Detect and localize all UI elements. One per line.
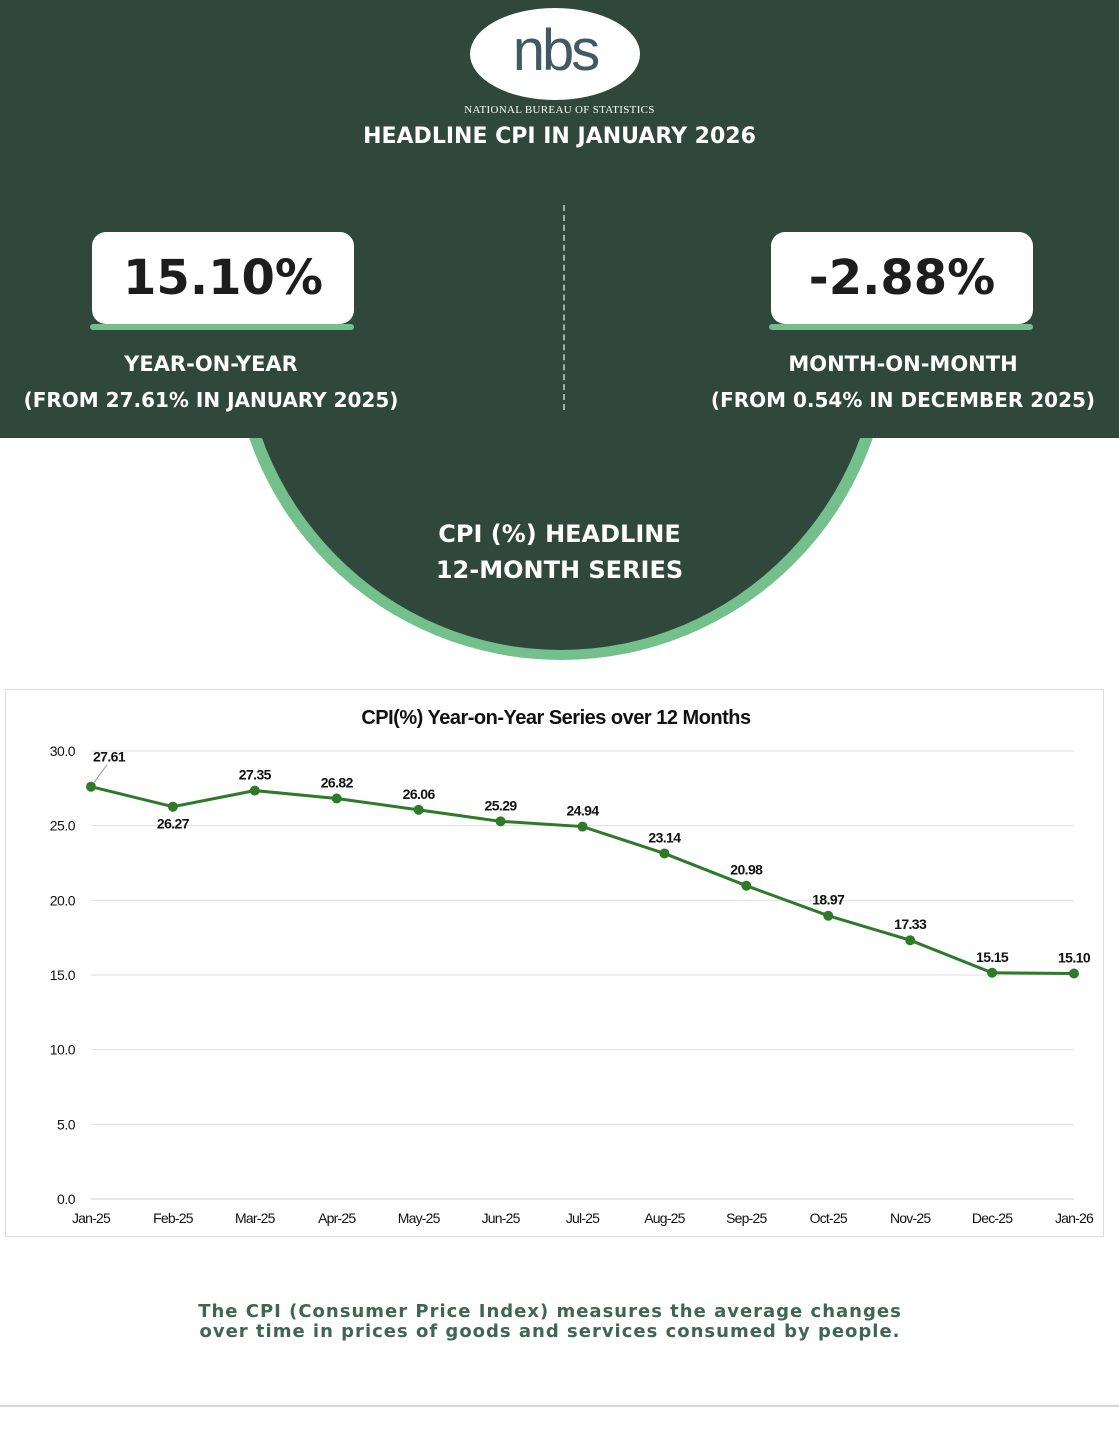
nbs-logo: nbs (470, 8, 640, 100)
yoy-value: 15.10% (123, 250, 323, 306)
x-tick-label: Jun-25 (482, 1210, 521, 1226)
chart-title: CPI(%) Year-on-Year Series over 12 Month… (361, 707, 751, 729)
data-label: 26.06 (403, 786, 436, 802)
y-tick-label: 30.0 (50, 743, 76, 759)
mom-underline (769, 324, 1033, 330)
x-tick-label: Oct-25 (810, 1210, 848, 1226)
data-point (1069, 968, 1079, 979)
y-tick-label: 25.0 (50, 818, 76, 834)
data-point (331, 793, 342, 804)
x-tick-label: Jan-25 (72, 1210, 111, 1226)
data-point (823, 910, 834, 921)
mom-value-box: -2.88% (771, 232, 1033, 324)
data-point (741, 880, 752, 891)
chart-card: CPI(%) Year-on-Year Series over 12 Month… (5, 689, 1104, 1237)
x-tick-label: Apr-25 (318, 1210, 356, 1226)
mom-value: -2.88% (808, 250, 996, 306)
yoy-label: YEAR-ON-YEAR (124, 352, 298, 376)
data-point (905, 935, 916, 946)
x-tick-label: Jan-26 (1055, 1210, 1094, 1226)
yoy-value-box: 15.10% (92, 232, 354, 324)
data-label: 23.14 (648, 829, 681, 845)
footnote-line2: over time in prices of goods and service… (199, 1321, 901, 1342)
mom-sub: (FROM 0.54% IN DECEMBER 2025) (710, 388, 1096, 412)
footnote-line1: The CPI (Consumer Price Index) measures … (198, 1301, 902, 1322)
cpi-line-chart: CPI(%) Year-on-Year Series over 12 Month… (50, 707, 1095, 1226)
data-point (659, 848, 670, 859)
x-tick-label: Feb-25 (153, 1210, 194, 1226)
data-label: 26.82 (321, 774, 354, 790)
data-point (413, 804, 424, 815)
data-label: 26.27 (157, 816, 190, 832)
data-label: 27.61 (93, 749, 126, 765)
divider (563, 205, 565, 410)
data-label: 17.33 (894, 916, 927, 932)
data-label: 25.29 (485, 797, 518, 813)
x-tick-label: Dec-25 (972, 1210, 1013, 1226)
y-tick-label: 0.0 (57, 1191, 76, 1207)
x-tick-label: Jul-25 (566, 1210, 600, 1226)
x-tick-label: May-25 (398, 1210, 441, 1226)
data-label: 15.10 (1058, 950, 1091, 966)
data-point (577, 821, 588, 832)
data-label: 24.94 (566, 803, 599, 819)
x-tick-label: Nov-25 (890, 1210, 931, 1226)
y-tick-label: 20.0 (50, 892, 76, 908)
series-title-line1: CPI (%) HEADLINE (438, 520, 681, 548)
logo-caption: NATIONAL BUREAU OF STATISTICS (464, 104, 655, 116)
bottom-rule (0, 1405, 1119, 1407)
data-point (495, 816, 506, 827)
data-point (167, 801, 178, 812)
data-label: 27.35 (239, 767, 272, 783)
y-tick-label: 10.0 (50, 1042, 76, 1058)
series-title-line2: 12-MONTH SERIES (435, 556, 684, 584)
x-tick-label: Aug-25 (644, 1210, 685, 1226)
mom-label: MONTH-ON-MONTH (788, 352, 1018, 376)
x-tick-label: Sep-25 (726, 1210, 767, 1226)
data-label: 18.97 (812, 892, 845, 908)
data-point (249, 785, 260, 796)
logo-text: nbs (512, 18, 600, 83)
y-tick-label: 5.0 (57, 1116, 76, 1132)
data-label: 20.98 (730, 862, 763, 878)
yoy-underline (90, 324, 354, 330)
data-point (86, 781, 96, 792)
page-title: HEADLINE CPI IN JANUARY 2026 (363, 124, 756, 149)
x-tick-label: Mar-25 (235, 1210, 276, 1226)
data-label: 15.15 (976, 949, 1009, 965)
yoy-sub: (FROM 27.61% IN JANUARY 2025) (23, 388, 399, 412)
data-point (987, 967, 998, 978)
y-tick-label: 15.0 (50, 967, 76, 983)
